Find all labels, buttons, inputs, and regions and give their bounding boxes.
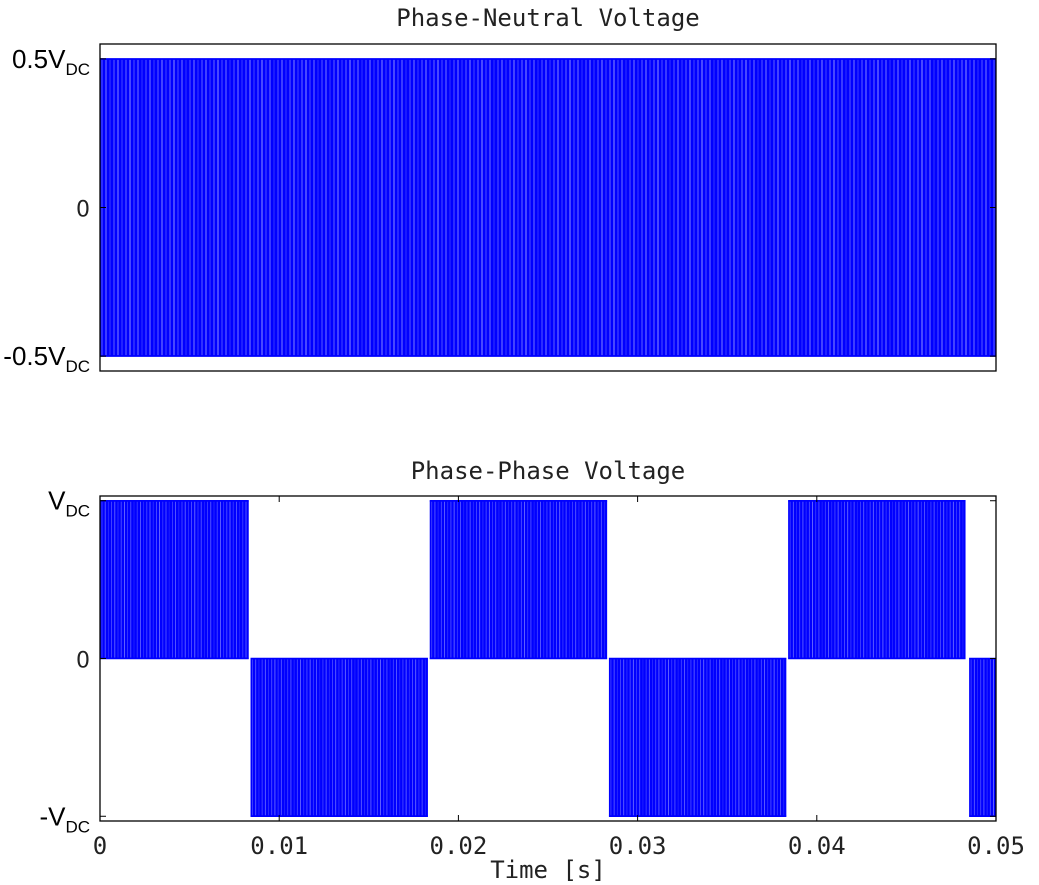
y-tick-label: 0: [76, 649, 90, 674]
chart-title: Phase-Phase Voltage: [411, 457, 686, 485]
x-tick-label: 0.03: [609, 832, 667, 860]
y-tick-label: -VDC: [39, 801, 90, 836]
pwm-block: [100, 500, 249, 659]
x-tick-label: 0.02: [430, 832, 488, 860]
x-tick-label: 0.04: [788, 832, 846, 860]
plot-area: [100, 499, 996, 818]
pwm-block: [429, 500, 608, 659]
pwm-segment: [969, 657, 996, 818]
pwm-block: [250, 658, 428, 817]
pwm-segment: [429, 499, 608, 660]
chart-phase-phase: Phase-Phase Voltage VDC 0 -VDC 0 0.01 0.02 0.03…: [0, 440, 1039, 885]
y-tick-label: 0.5VDC: [12, 44, 90, 79]
x-tick-label: 0.05: [967, 832, 1025, 860]
pwm-block: [788, 500, 966, 659]
chart-phase-neutral-svg: Phase-Neutral Voltage 0.5VDC 0 -0.5VDC: [3, 4, 997, 376]
pwm-segment: [788, 499, 966, 660]
chart-title: Phase-Neutral Voltage: [396, 4, 699, 32]
y-tick-label: VDC: [48, 486, 90, 521]
pwm-segment: [100, 499, 249, 660]
pwm-block: [969, 658, 996, 817]
chart-phase-neutral: Phase-Neutral Voltage 0.5VDC 0 -0.5VDC: [0, 0, 1039, 400]
pwm-segment: [250, 657, 428, 818]
y-tick-label: -0.5VDC: [3, 341, 90, 376]
pwm-block: [608, 658, 787, 817]
y-tick-label: 0: [76, 198, 90, 223]
x-axis-label: Time [s]: [490, 856, 606, 884]
pwm-segment: [608, 657, 787, 818]
pwm-block: [100, 58, 996, 357]
x-tick-label: 0: [93, 832, 107, 860]
plot-area: [100, 58, 996, 357]
pwm-segment: [100, 58, 996, 357]
x-tick-label: 0.01: [250, 832, 308, 860]
